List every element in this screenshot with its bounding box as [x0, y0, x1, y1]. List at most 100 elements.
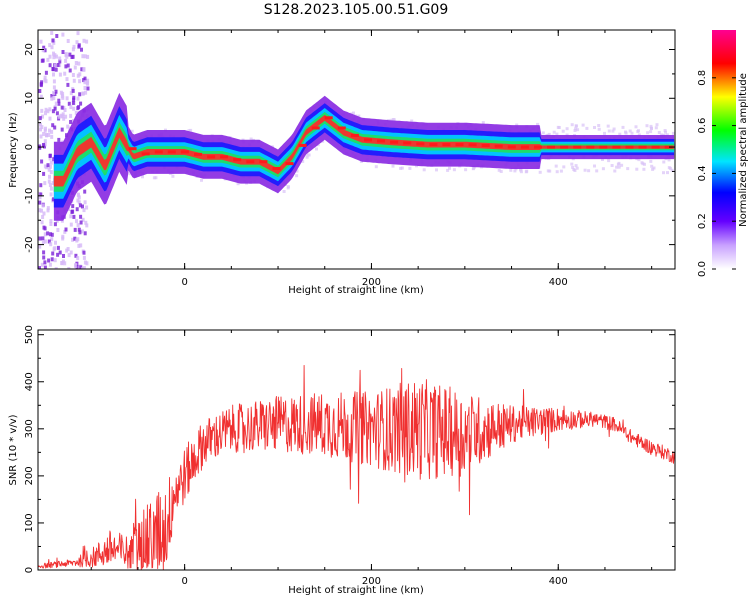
noise-cell: [76, 256, 80, 261]
noise-cell: [48, 43, 52, 48]
noise-cell: [50, 45, 54, 50]
speckle-cell: [593, 126, 596, 129]
noise-cell: [83, 54, 87, 59]
snr-xlabel: Height of straight line (km): [288, 585, 424, 596]
noise-cell: [42, 143, 45, 147]
speckle-cell: [389, 118, 393, 122]
speckle-cell: [618, 132, 622, 136]
speckle-cell: [671, 131, 675, 135]
spectrogram-y-tick-label: 0: [24, 144, 35, 150]
noise-cell: [84, 90, 88, 95]
spectrogram-x-tick-label: 400: [549, 277, 568, 288]
speckle-cell: [187, 129, 191, 133]
noise-cell: [47, 258, 51, 263]
noise-cell: [74, 253, 78, 258]
noise-cell: [57, 101, 61, 106]
noise-cell: [49, 170, 53, 175]
snr-frame: [37, 329, 676, 571]
ridge-peak-segment: [128, 147, 137, 151]
speckle-cell: [497, 168, 501, 172]
noise-cell: [38, 244, 42, 249]
speckle-cell: [583, 168, 587, 172]
noise-cell: [61, 95, 65, 100]
noise-cell: [43, 75, 47, 80]
ridge-peak-segment: [520, 145, 529, 149]
colorbar-tick-label: 0.4: [697, 165, 708, 181]
noise-cell: [51, 181, 55, 185]
noise-cell: [75, 238, 79, 243]
speckle-cell: [374, 165, 378, 169]
colorbar-gradient: [712, 30, 736, 269]
noise-cell: [39, 183, 43, 188]
ridge-peak-segment: [364, 138, 372, 142]
ridge-peak-segment: [167, 150, 176, 154]
noise-cell: [60, 261, 64, 265]
noise-cell: [78, 203, 82, 208]
ridge-peak-segment: [194, 152, 202, 156]
noise-cell: [63, 229, 67, 234]
speckle-cell: [650, 164, 654, 168]
noise-cell: [53, 258, 57, 263]
noise-cell: [50, 129, 54, 134]
noise-cell: [51, 67, 55, 71]
noise-cell: [51, 251, 55, 256]
noise-cell: [62, 116, 66, 121]
noise-cell: [85, 205, 89, 210]
noise-cell: [56, 245, 60, 250]
speckle-cell: [630, 131, 634, 135]
speckle-cell: [616, 162, 620, 166]
speckle-cell: [141, 175, 144, 179]
spectrogram-y-tick-label: -20: [24, 236, 35, 252]
speckle-cell: [295, 174, 299, 178]
ridge-peak-segment: [468, 143, 477, 147]
noise-cell: [82, 250, 86, 255]
noise-cell: [42, 45, 46, 50]
noise-cell: [79, 214, 83, 219]
speckle-cell: [552, 130, 556, 134]
speckle-cell: [635, 167, 639, 171]
noise-cell: [41, 236, 45, 241]
ridge-peak-segment: [377, 139, 385, 143]
speckle-cell: [634, 125, 638, 129]
noise-cell: [71, 88, 75, 93]
spectrogram-xlabel: Height of straight line (km): [288, 285, 424, 296]
ridge-peak-segment: [494, 144, 503, 148]
speckle-cell: [128, 172, 132, 176]
speckle-cell: [667, 158, 671, 162]
snr-ylabel: SNR (10 * v/v): [8, 414, 19, 485]
noise-cell: [49, 232, 52, 237]
speckle-cell: [307, 153, 311, 157]
speckle-cell: [555, 132, 559, 136]
noise-cell: [77, 61, 81, 66]
noise-cell: [83, 260, 87, 265]
noise-cell: [52, 40, 56, 45]
noise-cell: [51, 197, 55, 202]
speckle-cell: [574, 127, 578, 131]
speckle-cell: [410, 119, 414, 123]
noise-cell: [48, 107, 52, 112]
noise-cell: [71, 54, 75, 59]
speckle-cell: [595, 169, 599, 173]
noise-cell: [81, 217, 85, 222]
noise-cell: [54, 240, 57, 245]
noise-cell: [62, 254, 65, 258]
speckle-cell: [573, 169, 577, 172]
noise-cell: [63, 108, 67, 112]
speckle-cell: [606, 124, 610, 128]
noise-cell: [82, 208, 86, 213]
noise-cell: [43, 232, 47, 237]
noise-cell: [86, 86, 90, 91]
speckle-cell: [642, 167, 646, 171]
noise-cell: [48, 174, 51, 179]
noise-cell: [76, 198, 80, 203]
noise-cell: [82, 38, 86, 43]
speckle-cell: [571, 165, 575, 169]
noise-cell: [68, 68, 72, 73]
noise-cell: [45, 133, 48, 137]
noise-cell: [50, 96, 54, 101]
noise-cell: [60, 127, 64, 132]
noise-cell: [75, 219, 78, 224]
ridge-peak-segment: [311, 126, 320, 130]
noise-cell: [76, 223, 80, 228]
